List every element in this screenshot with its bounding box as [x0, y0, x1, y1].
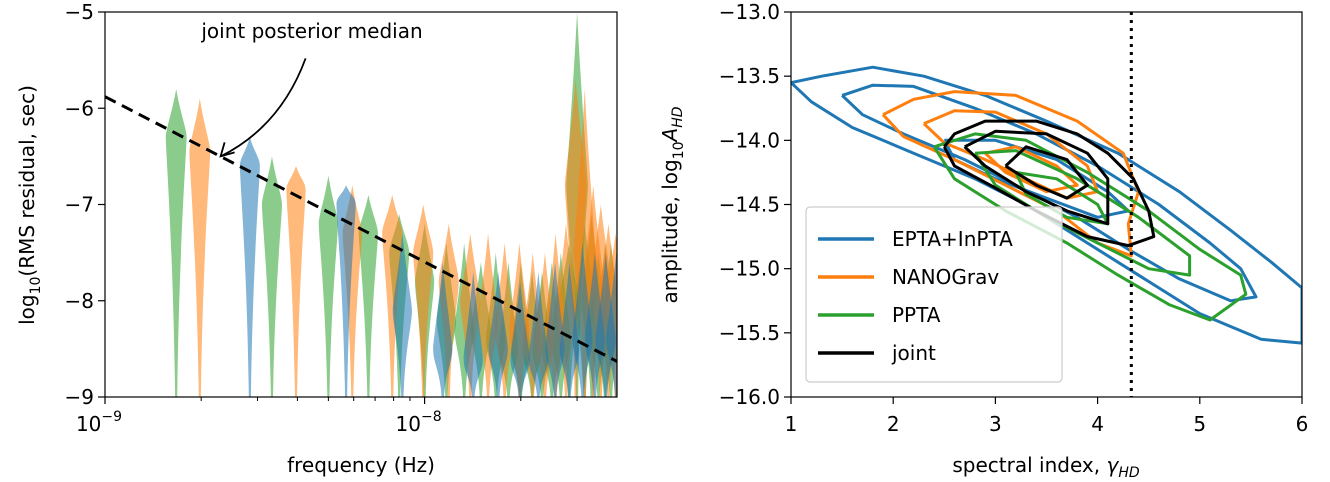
contour-nanograv — [984, 145, 1079, 194]
legend: EPTA+InPTA NANOGrav PPTA joint — [805, 206, 1063, 383]
x-tick-label: 5 — [1193, 412, 1206, 436]
y-tick-label: −9 — [65, 385, 94, 409]
y-tick-label: −16.0 — [719, 385, 780, 409]
y-tick-label: −15.0 — [719, 257, 780, 281]
violin — [392, 233, 412, 397]
violin — [559, 262, 580, 397]
x-tick-label: 10−8 — [396, 409, 442, 436]
violin — [433, 262, 453, 397]
contour-joint — [963, 129, 1110, 226]
left-y-label: log10(RMS residual, sec) — [15, 85, 44, 325]
contour-epta-inpta — [791, 65, 1302, 345]
violin — [239, 137, 260, 397]
median-line — [105, 95, 617, 363]
y-tick-label: −14.0 — [719, 128, 780, 152]
y-tick-label: −13.0 — [719, 0, 780, 24]
legend-label: PPTA — [892, 303, 941, 327]
violin — [510, 281, 530, 397]
legend-label: joint — [891, 341, 936, 365]
violin — [438, 223, 459, 397]
contour-nanograv — [881, 90, 1140, 258]
annotation-text: joint posterior median — [200, 19, 422, 43]
contour-epta-inpta — [841, 83, 1258, 303]
left-x-label: frequency (Hz) — [287, 453, 435, 477]
x-tick-label: 1 — [785, 412, 798, 436]
violin — [413, 204, 434, 397]
violin-layer — [165, 12, 617, 397]
left-x-ticks: 10−9 10−8 — [76, 397, 578, 436]
x-tick-label: 4 — [1091, 412, 1104, 436]
contour-layer — [791, 65, 1302, 345]
y-tick-label: −5 — [65, 0, 94, 24]
legend-label: EPTA+InPTA — [892, 227, 1013, 251]
right-chart: −16.0 −15.5 −15.0 −14.5 −14.0 −13.5 −13.0 1 2 3 4… — [658, 0, 1308, 481]
legend-box — [805, 206, 1063, 383]
right-x-ticks: 1 2 3 4 5 6 — [785, 397, 1309, 436]
x-tick-label: 6 — [1296, 412, 1309, 436]
annotation-arrowhead — [219, 142, 235, 158]
annotation-arrow — [220, 58, 307, 158]
violin — [318, 175, 338, 397]
y-tick-label: −15.5 — [719, 321, 780, 345]
y-tick-label: −6 — [65, 96, 94, 120]
legend-label: NANOGrav — [892, 265, 999, 289]
violin — [488, 271, 508, 397]
y-tick-label: −7 — [65, 193, 94, 217]
violin — [545, 262, 565, 397]
x-tick-label: 10−9 — [76, 409, 122, 436]
x-tick-label: 2 — [887, 412, 900, 436]
y-tick-label: −14.5 — [719, 193, 780, 217]
violin — [478, 233, 499, 397]
violin — [189, 98, 211, 397]
contour-joint — [942, 119, 1156, 248]
violin — [358, 194, 378, 397]
left-y-ticks: −9 −8 −7 −6 −5 — [65, 0, 105, 409]
left-chart: −9 −8 −7 −6 −5 10−9 10−8 frequency (Hz) log10… — [15, 0, 618, 477]
x-tick-label: 3 — [989, 412, 1002, 436]
contour-joint — [1004, 145, 1089, 200]
violin — [286, 166, 306, 397]
violin — [463, 271, 483, 397]
violin — [573, 89, 596, 397]
right-y-ticks: −16.0 −15.5 −15.0 −14.5 −14.0 −13.5 −13.0 — [719, 0, 791, 409]
violin — [572, 243, 593, 397]
violin — [336, 185, 356, 397]
y-tick-label: −8 — [65, 289, 94, 313]
y-tick-label: −13.5 — [719, 64, 780, 88]
right-x-label: spectral index, γHD — [952, 453, 1139, 481]
violin — [261, 156, 282, 397]
violin — [528, 271, 548, 397]
violin — [382, 194, 403, 397]
right-y-label: amplitude, log10AHD — [658, 106, 687, 303]
violin — [165, 89, 187, 397]
